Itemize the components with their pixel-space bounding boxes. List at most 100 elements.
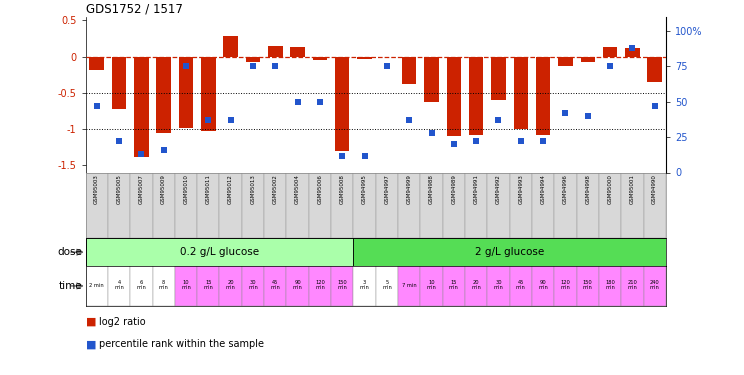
Bar <box>179 57 193 128</box>
Text: 20
min: 20 min <box>225 280 236 290</box>
Bar <box>554 172 577 238</box>
Bar <box>309 172 331 238</box>
Bar <box>621 266 644 306</box>
Text: log2 ratio: log2 ratio <box>99 317 146 327</box>
Bar <box>108 266 130 306</box>
Text: GSM95002: GSM95002 <box>273 174 278 204</box>
Text: 10
min: 10 min <box>181 280 191 290</box>
Text: GSM94995: GSM94995 <box>362 174 367 204</box>
Text: ■: ■ <box>86 339 96 350</box>
Point <box>448 141 460 147</box>
Text: GSM95012: GSM95012 <box>228 174 233 204</box>
Text: 30
min: 30 min <box>248 280 258 290</box>
Point <box>403 117 415 123</box>
Bar <box>621 172 644 238</box>
Text: 180
min: 180 min <box>605 280 615 290</box>
Point <box>426 130 437 136</box>
Bar <box>513 57 528 129</box>
Bar <box>112 57 126 109</box>
Bar <box>264 172 286 238</box>
Text: GSM94991: GSM94991 <box>474 174 478 204</box>
Bar <box>465 266 487 306</box>
Text: 45
min: 45 min <box>270 280 280 290</box>
Bar <box>532 266 554 306</box>
Point <box>582 113 594 119</box>
Bar <box>197 172 219 238</box>
Bar <box>402 57 417 84</box>
Text: time: time <box>58 281 82 291</box>
Point <box>292 99 304 105</box>
Text: GSM95001: GSM95001 <box>630 174 635 204</box>
Bar <box>424 57 439 102</box>
Bar <box>286 266 309 306</box>
Text: GSM95013: GSM95013 <box>251 174 255 204</box>
Bar <box>599 266 621 306</box>
Text: 210
min: 210 min <box>627 280 638 290</box>
Text: GSM94994: GSM94994 <box>541 174 545 204</box>
Text: GSM95000: GSM95000 <box>608 174 612 204</box>
Bar <box>286 172 309 238</box>
Bar <box>223 36 238 57</box>
Bar <box>86 238 353 266</box>
Bar <box>86 266 108 306</box>
Bar <box>647 57 662 82</box>
Text: 150
min: 150 min <box>583 280 593 290</box>
Text: GSM95008: GSM95008 <box>340 174 344 204</box>
Text: GSM95009: GSM95009 <box>161 174 166 204</box>
Bar <box>532 172 554 238</box>
Bar <box>357 57 372 59</box>
Bar <box>246 57 260 63</box>
Bar <box>580 57 595 63</box>
Bar <box>644 172 666 238</box>
Point <box>381 63 393 69</box>
Bar <box>446 57 461 136</box>
Bar <box>443 266 465 306</box>
Bar <box>335 57 350 151</box>
Bar <box>510 172 532 238</box>
Bar <box>487 172 510 238</box>
Bar <box>108 172 130 238</box>
Bar <box>130 266 153 306</box>
Text: GSM95005: GSM95005 <box>117 174 121 204</box>
Text: GSM95004: GSM95004 <box>295 174 300 204</box>
Text: 3
min: 3 min <box>359 280 370 290</box>
Bar <box>353 238 666 266</box>
Point <box>225 117 237 123</box>
Point <box>202 117 214 123</box>
Bar <box>175 172 197 238</box>
Point <box>649 103 661 109</box>
Text: GSM94990: GSM94990 <box>652 174 657 204</box>
Bar <box>268 46 283 57</box>
Text: 10
min: 10 min <box>426 280 437 290</box>
Bar <box>312 57 327 60</box>
Point <box>247 63 259 69</box>
Text: GSM94993: GSM94993 <box>519 174 523 204</box>
Point <box>470 138 482 144</box>
Point <box>537 138 549 144</box>
Text: GSM95003: GSM95003 <box>94 174 99 204</box>
Bar <box>644 266 666 306</box>
Text: percentile rank within the sample: percentile rank within the sample <box>99 339 264 350</box>
Point <box>359 153 371 159</box>
Text: 120
min: 120 min <box>560 280 571 290</box>
Bar <box>491 57 506 100</box>
Point <box>314 99 326 105</box>
Text: GSM94992: GSM94992 <box>496 174 501 204</box>
Text: 15
min: 15 min <box>203 280 214 290</box>
Text: 7 min: 7 min <box>402 283 417 288</box>
Text: 2 g/L glucose: 2 g/L glucose <box>475 247 545 257</box>
Bar <box>175 266 197 306</box>
Text: GSM94989: GSM94989 <box>452 174 456 204</box>
Bar <box>89 57 104 70</box>
Point <box>336 153 348 159</box>
Text: GSM95006: GSM95006 <box>318 174 322 204</box>
Point <box>559 110 571 116</box>
Bar <box>353 266 376 306</box>
Bar <box>197 266 219 306</box>
Text: 30
min: 30 min <box>493 280 504 290</box>
Point <box>515 138 527 144</box>
Point <box>626 45 638 51</box>
Text: 120
min: 120 min <box>315 280 325 290</box>
Text: 150
min: 150 min <box>337 280 347 290</box>
Bar <box>309 266 331 306</box>
